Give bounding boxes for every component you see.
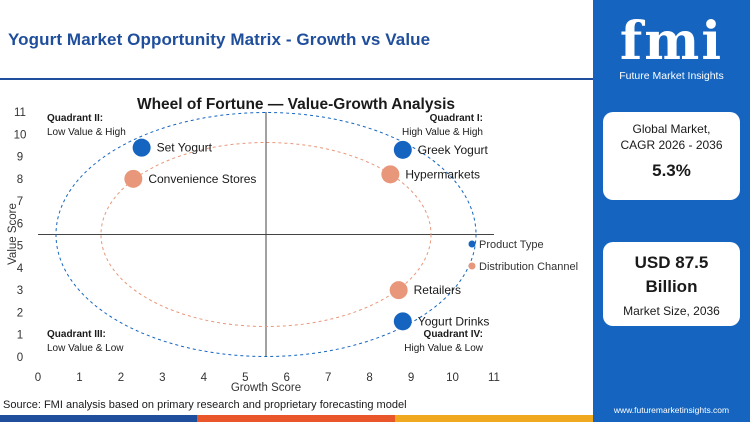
x-tick-label: 11 (488, 372, 500, 384)
bottom-color-bar (0, 415, 593, 422)
bottom-bar-orange (197, 415, 395, 422)
y-tick-label: 5 (17, 241, 23, 253)
bottom-bar-yellow (395, 415, 593, 422)
legend-label: Product Type (479, 239, 544, 251)
x-tick-label: 1 (76, 372, 82, 384)
legend-label: Distribution Channel (479, 261, 578, 273)
market-size-label: Market Size, 2036 (623, 304, 720, 318)
y-tick-label: 6 (17, 218, 23, 230)
x-tick-label: 4 (201, 372, 208, 384)
y-tick-label: 8 (17, 174, 23, 186)
x-tick-label: 8 (366, 372, 372, 384)
logo-mark: fmi (619, 11, 724, 72)
y-tick-label: 1 (17, 330, 23, 342)
y-tick-label: 2 (17, 307, 23, 319)
y-tick-label: 4 (17, 263, 24, 275)
header-divider (0, 78, 593, 80)
data-point-label: Greek Yogurt (418, 143, 489, 157)
x-tick-label: 6 (284, 372, 290, 384)
y-tick-label: 3 (17, 285, 23, 297)
y-tick-label: 0 (17, 352, 23, 364)
cagr-card: Global Market, CAGR 2026 - 2036 5.3% (603, 112, 740, 200)
y-tick-label: 10 (14, 129, 27, 141)
y-tick-label: 11 (14, 107, 26, 119)
x-tick-label: 2 (118, 372, 124, 384)
brand-logo: fmi Future Market Insights (593, 6, 750, 86)
cagr-value: 5.3% (652, 161, 691, 180)
data-point-label: Convenience Stores (148, 172, 256, 186)
page-header-title: Yogurt Market Opportunity Matrix - Growt… (8, 30, 431, 49)
brand-panel: fmi Future Market Insights Global Market… (593, 0, 750, 422)
quadrant-description: High Value & Low (404, 343, 484, 354)
quadrant-title: Quadrant III: (47, 329, 106, 340)
quadrant-description: High Value & High (402, 127, 483, 138)
x-axis-label: Growth Score (231, 382, 301, 394)
quadrant-title: Quadrant II: (47, 113, 103, 124)
source-note: Source: FMI analysis based on primary re… (3, 399, 407, 411)
website-link[interactable]: www.futuremarketinsights.com (613, 405, 730, 415)
quadrant-description: Low Value & Low (47, 343, 124, 354)
quadrant-description: Low Value & High (47, 127, 126, 138)
outer-ring-product-type (55, 112, 477, 357)
data-point (389, 281, 408, 300)
quadrant-title: Quadrant IV: (424, 329, 483, 340)
bottom-bar-blue (0, 415, 197, 422)
inner-ring-distribution-channel (100, 142, 432, 327)
data-point (393, 312, 412, 331)
logo-subtitle: Future Market Insights (619, 70, 724, 82)
data-point (124, 169, 143, 188)
data-point-label: Retailers (414, 283, 461, 297)
x-tick-label: 10 (446, 372, 459, 384)
opportunity-matrix-chart: Wheel of Fortune — Value-Growth Analysis… (7, 96, 578, 394)
x-tick-label: 7 (325, 372, 331, 384)
x-tick-label: 3 (159, 372, 165, 384)
data-point (132, 138, 151, 157)
data-point-label: Set Yogurt (157, 141, 213, 155)
legend-marker (468, 262, 476, 270)
quadrant-title: Quadrant I: (430, 113, 483, 124)
y-tick-label: 9 (17, 152, 23, 164)
cagr-label: Global Market, CAGR 2026 - 2036 (620, 122, 723, 152)
chart-title: Wheel of Fortune — Value-Growth Analysis (137, 96, 455, 113)
data-point (393, 140, 412, 159)
x-tick-label: 5 (242, 372, 248, 384)
legend-marker (468, 240, 476, 248)
data-point (381, 165, 400, 184)
x-tick-label: 9 (408, 372, 414, 384)
market-size-value: USD 87.5 Billion (634, 253, 709, 296)
data-point-label: Hypermarkets (405, 167, 480, 181)
data-point-label: Yogurt Drinks (418, 314, 490, 328)
market-size-card: USD 87.5 Billion Market Size, 2036 (603, 242, 740, 326)
y-tick-label: 7 (17, 196, 23, 208)
x-tick-label: 0 (35, 372, 41, 384)
y-axis-label: Value Score (7, 203, 19, 265)
